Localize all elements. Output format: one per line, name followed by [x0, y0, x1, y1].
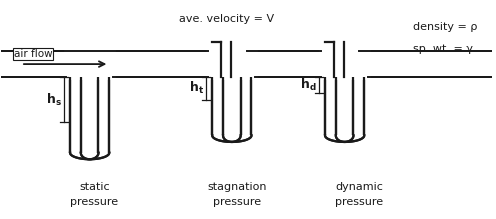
- Text: air flow: air flow: [14, 49, 52, 59]
- Text: stagnation: stagnation: [207, 182, 266, 192]
- Text: pressure: pressure: [335, 198, 383, 207]
- Text: $\mathbf{h_d}$: $\mathbf{h_d}$: [300, 77, 316, 93]
- Text: sp. wt. = γ: sp. wt. = γ: [413, 44, 473, 54]
- Text: $\mathbf{h_s}$: $\mathbf{h_s}$: [46, 92, 62, 108]
- Text: pressure: pressure: [70, 198, 119, 207]
- Text: $\mathbf{h_t}$: $\mathbf{h_t}$: [189, 80, 204, 96]
- Text: ave. velocity = V: ave. velocity = V: [180, 14, 274, 24]
- Text: dynamic: dynamic: [335, 182, 383, 192]
- Text: pressure: pressure: [213, 198, 261, 207]
- Text: static: static: [79, 182, 110, 192]
- Text: density = ρ: density = ρ: [413, 22, 478, 32]
